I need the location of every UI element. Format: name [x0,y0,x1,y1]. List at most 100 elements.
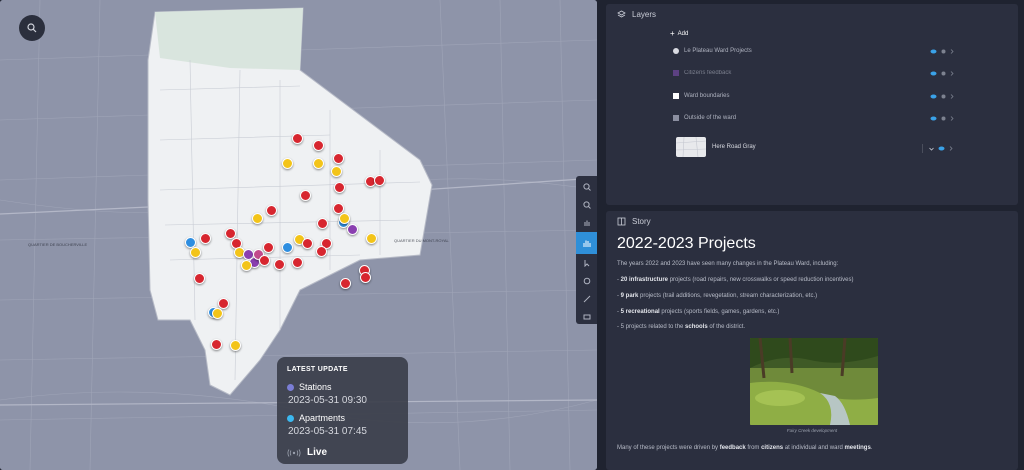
search-icon [27,23,37,33]
map-view[interactable]: QUARTIER DE BOUCHERVILLE QUARTIER DU MON… [0,0,597,470]
map-pin-red[interactable] [262,241,274,253]
map-pin-red[interactable] [199,232,211,244]
layer-label: Outside of the ward [684,115,737,121]
basemap-row[interactable]: Here Road Gray [676,137,756,157]
map-pin-yellow[interactable] [251,212,263,224]
photo-caption: Fairy Creek development [786,428,838,433]
map-pin-yellow[interactable] [312,157,324,169]
map-pin-red[interactable] [291,132,303,144]
layer-row-feedback[interactable]: Citizens feedback [673,70,731,76]
chevron-down-icon[interactable] [929,147,934,151]
map-pin-yellow[interactable] [365,232,377,244]
chevron-right-icon[interactable] [950,94,954,99]
map-pin-red[interactable] [359,271,371,283]
chevron-right-icon[interactable] [950,49,954,54]
story-photo [750,338,878,425]
pointer-tool[interactable] [576,254,597,272]
story-intro: The years 2022 and 2023 have seen many c… [617,261,839,267]
ruler-tool[interactable] [576,290,597,308]
layers-tool[interactable] [576,308,597,326]
select-tool[interactable] [576,272,597,290]
tag-icon[interactable] [941,71,946,76]
map-pin-red[interactable] [332,202,344,214]
layer-label: Le Plateau Ward Projects [684,48,752,54]
layers-header: Layers [606,4,1018,24]
divider [922,144,923,153]
chevron-right-icon[interactable] [950,116,954,121]
map-pin-purple[interactable] [346,223,358,235]
map-pin-pink[interactable] [252,248,264,260]
stations-label: Stations [299,382,332,392]
map-pin-red[interactable] [315,245,327,257]
map-search-button[interactable] [19,15,45,41]
chevron-right-icon[interactable] [950,71,954,76]
ruler-icon [583,295,590,303]
map-pin-red[interactable] [332,152,344,164]
zoom-out-tool[interactable] [576,196,597,214]
layer-row-actions [930,94,954,99]
select-icon [583,277,590,285]
map-pin-red[interactable] [299,189,311,201]
layers-icon [583,314,590,320]
tag-icon[interactable] [941,94,946,99]
layer-row-outside[interactable]: Outside of the ward [673,115,736,121]
tag-icon[interactable] [941,49,946,54]
map-pin-red[interactable] [312,139,324,151]
circle-swatch-icon [673,48,679,54]
map-pin-red[interactable] [258,254,270,266]
cursor-icon [584,260,589,267]
layer-row-projects[interactable]: Le Plateau Ward Projects [673,48,752,54]
map-pin-red[interactable] [217,297,229,309]
eye-icon[interactable] [930,116,937,121]
map-pin-red[interactable] [339,277,351,289]
map-toolbar [576,176,597,324]
story-bullet-4: - 5 projects related to the schools of t… [617,324,746,330]
map-pin-blue[interactable] [184,236,196,248]
map-pin-yellow[interactable] [189,246,201,258]
stations-row: Stations [287,382,398,392]
map-pin-yellow[interactable] [330,165,342,177]
map-pin-red[interactable] [301,237,313,249]
add-layer-button[interactable]: + Add [670,29,688,38]
map-pin-red[interactable] [291,256,303,268]
map-pin-yellow[interactable] [338,212,350,224]
map-pin-red[interactable] [273,258,285,270]
eye-icon[interactable] [938,146,945,151]
map-pin-yellow[interactable] [229,339,241,351]
layer-row-actions [930,49,954,54]
eye-icon[interactable] [930,49,937,54]
stations-time: 2023-05-31 09:30 [288,395,367,406]
plus-icon: + [670,29,675,38]
neighborhood-label-1: QUARTIER DE BOUCHERVILLE [28,242,88,247]
pan-hand-tool[interactable] [576,232,597,254]
chevron-right-icon[interactable] [949,146,953,151]
live-indicator[interactable]: Live [287,447,398,458]
story-panel: Story 2022-2023 Projects The years 2022 … [606,211,1018,470]
map-pin-yellow[interactable] [211,307,223,319]
map-pin-red[interactable] [265,204,277,216]
map-pin-red[interactable] [210,338,222,350]
pan-tool[interactable] [576,214,597,232]
latest-update-card: LATEST UPDATE Stations 2023-05-31 09:30 … [277,357,408,464]
map-pin-red[interactable] [373,174,385,186]
map-pin-red[interactable] [316,217,328,229]
eye-icon[interactable] [930,71,937,76]
map-pin-blue[interactable] [281,241,293,253]
map-pin-red[interactable] [224,227,236,239]
apartments-label: Apartments [299,413,346,423]
add-layer-label: Add [677,30,689,37]
apartments-dot [287,414,294,422]
layer-row-boundaries[interactable]: Ward boundaries [673,93,729,99]
map-pin-red[interactable] [333,181,345,193]
neighborhood-label-2: QUARTIER DU MONT-ROYAL [394,238,450,243]
stations-dot [287,383,294,391]
eye-icon[interactable] [930,94,937,99]
map-pin-yellow[interactable] [240,259,252,271]
zoom-in-tool[interactable] [576,178,597,196]
story-bullet-1: - 20 infrastructure projects (road repai… [617,277,854,283]
map-pin-yellow[interactable] [281,157,293,169]
tag-icon[interactable] [941,116,946,121]
layers-title: Layers [632,9,657,19]
layers-panel: Layers + Add Le Plateau Ward Projects Ci… [606,4,1018,205]
map-pin-red[interactable] [193,272,205,284]
